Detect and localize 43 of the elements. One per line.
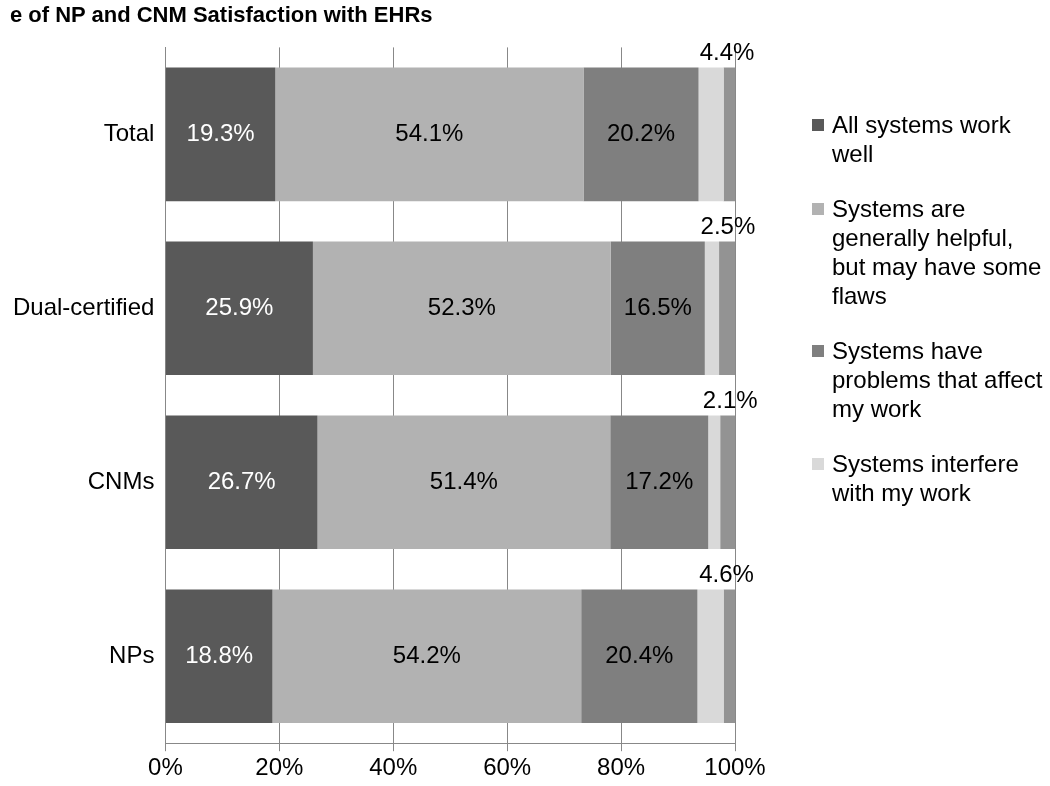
bar [165, 589, 273, 724]
bar [698, 67, 724, 202]
data-label: 18.8% [185, 640, 254, 668]
bar [317, 415, 611, 550]
legend-label: Systems interfere with my work [832, 449, 1020, 507]
bar [312, 241, 611, 376]
data-label: 2.1% [702, 386, 758, 414]
legend-label: Systems are generally helpful, but may have some flaws [832, 194, 1043, 310]
data-label: 16.5% [623, 292, 692, 320]
chart-title: e of NP and CNM Satisfaction with EHRs [10, 2, 433, 28]
data-label: 54.2% [392, 640, 461, 668]
data-label: 4.6% [699, 560, 754, 588]
x-tick-label: 60% [483, 753, 532, 781]
data-label: 26.7% [207, 466, 276, 494]
bar [704, 241, 720, 376]
x-tick-label: 80% [597, 753, 646, 781]
y-tick-label: CNMs [87, 466, 155, 494]
data-label: 51.4% [429, 466, 498, 494]
legend-label: All systems work well [832, 110, 1012, 168]
y-tick-label: Dual-certified [13, 292, 155, 320]
data-label: 52.3% [427, 292, 496, 320]
x-tick-label: 40% [369, 753, 418, 781]
data-label: 20.2% [606, 119, 676, 146]
data-label: 54.1% [395, 119, 464, 146]
legend-label: Systems have problems that affect my work [832, 336, 1044, 423]
data-label: 25.9% [205, 292, 274, 320]
x-tick-label: 100% [704, 753, 766, 781]
y-tick-label: NPs [109, 640, 155, 668]
bar [708, 415, 721, 550]
bar [272, 589, 582, 724]
data-label: 2.5% [700, 212, 756, 240]
x-tick-label: 0% [148, 753, 183, 781]
bar [165, 67, 276, 202]
x-tick-label: 20% [255, 753, 304, 781]
data-label: 19.3% [186, 119, 255, 146]
bar [165, 415, 318, 550]
bar [697, 589, 724, 724]
data-label: 4.4% [699, 38, 755, 66]
y-tick-label: Total [103, 119, 155, 146]
bar [275, 67, 584, 202]
data-label: 20.4% [605, 640, 674, 668]
data-label: 17.2% [625, 466, 694, 494]
bar [165, 241, 313, 376]
